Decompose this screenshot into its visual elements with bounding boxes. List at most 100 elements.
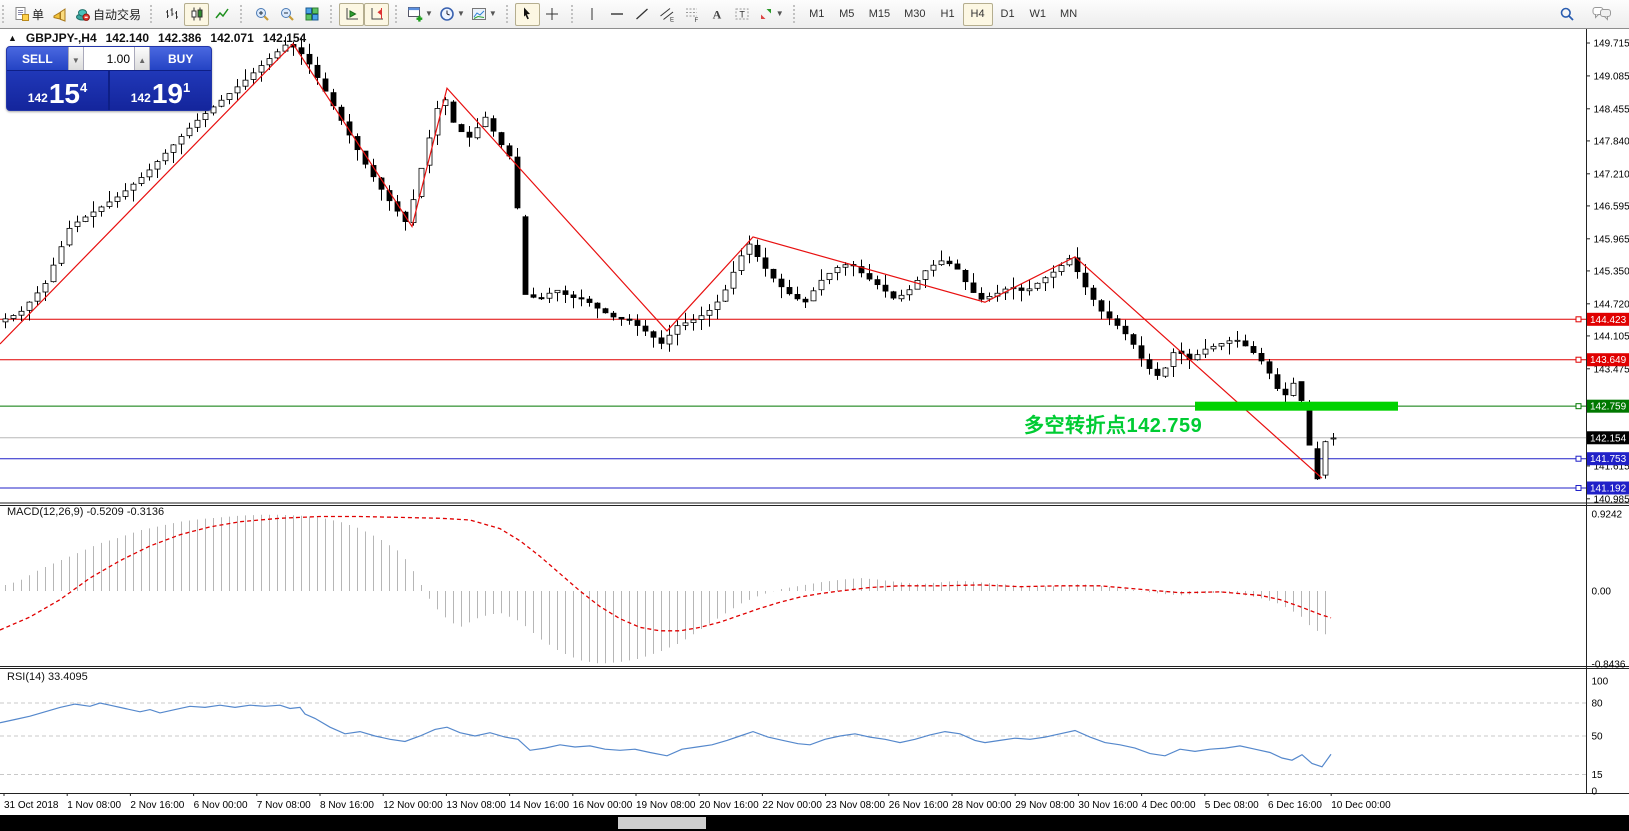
volume-decrease-button[interactable]: ▼ — [67, 47, 84, 70]
price-badge-label: 143.649 — [1590, 355, 1627, 366]
candle-body — [890, 291, 897, 299]
hline-handle[interactable] — [1575, 356, 1582, 363]
candle-body — [1130, 334, 1137, 345]
autotrade-button[interactable]: 自动交易 — [72, 3, 144, 26]
hline-objects[interactable] — [0, 318, 1586, 489]
search-button[interactable] — [1554, 3, 1579, 26]
equidistant-channel-button[interactable]: E — [655, 3, 680, 26]
toolbar-drag-handle[interactable] — [395, 5, 401, 23]
toolbar-drag-handle[interactable] — [792, 5, 799, 23]
candle-body — [314, 64, 321, 78]
vertical-line-button[interactable] — [580, 3, 605, 26]
cursor-button[interactable] — [514, 2, 540, 26]
triangle-down-icon: ▼ — [71, 56, 80, 65]
sell-button[interactable]: SELL — [7, 47, 68, 70]
one-click-prices: 142 15 4 142 19 1 — [7, 70, 211, 110]
tile-windows-button[interactable] — [299, 3, 324, 26]
volume-input[interactable] — [84, 47, 134, 70]
auto-scroll-button[interactable] — [339, 2, 365, 26]
candle-body — [1138, 345, 1145, 359]
candle-body — [610, 312, 617, 318]
candle-body — [538, 297, 545, 300]
sell-price[interactable]: 142 15 4 — [7, 71, 108, 110]
candle-body — [834, 267, 841, 274]
candle-body — [322, 78, 329, 92]
timeframe-m30[interactable]: M30 — [897, 3, 932, 26]
candle-body — [154, 161, 161, 170]
time-tick-label: 4 Dec 00:00 — [1142, 800, 1196, 811]
hline-handle[interactable] — [1575, 403, 1582, 410]
fibonacci-button[interactable]: F — [680, 3, 705, 26]
candle-body — [770, 268, 777, 279]
candle-body — [698, 315, 705, 320]
time-tick-label: 1 Nov 08:00 — [67, 800, 121, 811]
price-axis[interactable]: 149.715 149.085 148.455 147.840 147.210 146.5… — [1586, 39, 1629, 798]
candle-body — [554, 289, 561, 294]
new-order-button[interactable]: 单 — [11, 3, 47, 26]
periods-button[interactable]: ▼ — [436, 3, 468, 26]
timeframe-m15[interactable]: M15 — [862, 3, 897, 26]
volume-increase-button[interactable]: ▲ — [134, 47, 151, 70]
toolbar-drag-handle[interactable] — [570, 5, 577, 23]
templates-button[interactable]: ▼ — [468, 3, 500, 26]
zoom-out-button[interactable] — [274, 3, 299, 26]
hline-handle[interactable] — [1575, 485, 1582, 491]
crosshair-button[interactable] — [540, 3, 565, 26]
horizontal-line-button[interactable] — [605, 3, 630, 26]
timeframe-mn[interactable]: MN — [1053, 3, 1084, 26]
candle-body — [682, 322, 689, 326]
candle-body — [842, 264, 849, 268]
chat-button[interactable] — [1589, 3, 1615, 26]
toolbar-group-draw: E F A T ▼ — [569, 0, 791, 28]
candle-body — [178, 136, 185, 145]
symbol-period-label: GBPJPY-,H4 — [25, 31, 97, 45]
bottom-scrollbar-thumb[interactable] — [618, 817, 706, 829]
hline-handle[interactable] — [1575, 316, 1582, 323]
dropdown-caret-icon[interactable]: ▼ — [488, 9, 497, 18]
candle-body — [946, 260, 953, 265]
timeframe-h4[interactable]: H4 — [962, 2, 993, 26]
toolbar-drag-handle[interactable] — [150, 5, 156, 23]
collapse-one-click-arrow[interactable]: ▲ — [8, 33, 17, 43]
candle-body — [626, 318, 633, 321]
toolbar-drag-handle[interactable] — [240, 5, 246, 23]
candle-body — [1146, 359, 1153, 369]
pivot-green-bar[interactable] — [1195, 401, 1398, 411]
price-tick-label: 145.965 — [1594, 234, 1629, 245]
candle-body — [1082, 272, 1089, 288]
zoom-in-button[interactable] — [249, 3, 274, 26]
time-axis[interactable]: 31 Oct 2018 1 Nov 08:00 2 Nov 16:00 6 Nov 0… — [3, 793, 1391, 811]
timeframe-m1[interactable]: M1 — [802, 3, 832, 26]
text-button[interactable]: A — [705, 3, 730, 26]
toolbar-drag-handle[interactable] — [505, 5, 512, 23]
buy-button[interactable]: BUY — [150, 47, 211, 70]
toolbar-drag-handle[interactable] — [330, 5, 336, 23]
timeframe-d1[interactable]: D1 — [993, 3, 1023, 26]
dropdown-caret-icon[interactable]: ▼ — [456, 9, 465, 18]
arrows-button[interactable]: ▼ — [755, 3, 787, 26]
buy-price[interactable]: 142 19 1 — [110, 71, 211, 110]
dropdown-caret-icon[interactable]: ▼ — [775, 9, 784, 18]
candlestick-button[interactable] — [184, 2, 210, 26]
candle-body — [458, 124, 465, 133]
sound-horn-button[interactable] — [47, 3, 72, 26]
hline-handle[interactable] — [1575, 455, 1582, 462]
timeframe-m5[interactable]: M5 — [832, 3, 862, 26]
candle-body — [226, 93, 233, 100]
text-label-button[interactable]: T — [730, 3, 755, 26]
timeframe-h1[interactable]: H1 — [933, 3, 963, 26]
chart-shift-button[interactable] — [364, 2, 390, 26]
trendline-button[interactable] — [630, 3, 655, 26]
dropdown-caret-icon[interactable]: ▼ — [425, 9, 433, 18]
timeframe-w1[interactable]: W1 — [1023, 3, 1054, 26]
zigzag-line[interactable] — [0, 42, 1323, 479]
new-chart-button[interactable]: ▼ — [404, 3, 436, 26]
line-chart-button[interactable] — [209, 3, 234, 26]
bar-chart-button[interactable] — [159, 3, 184, 26]
horn-icon — [52, 6, 68, 22]
toolbar-drag-handle[interactable] — [2, 5, 8, 23]
candle-body — [794, 294, 801, 300]
price-badge-142.759 — [1587, 399, 1629, 413]
channel-icon: E — [659, 6, 675, 22]
